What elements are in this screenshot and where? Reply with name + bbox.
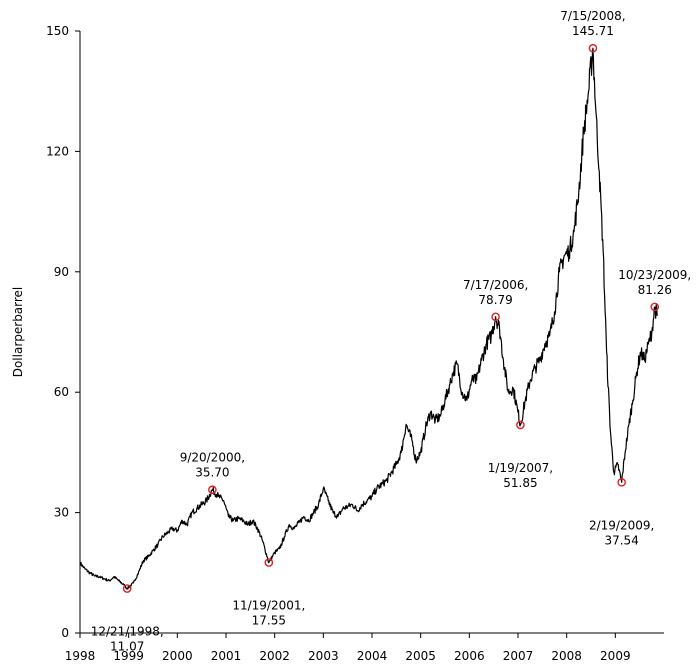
series-group [79,47,658,590]
y-tick-label: 150 [46,24,69,38]
tick-labels: 0 30 60 90 120 150 1998 1999 2000 2001 2002 2003 200… [46,24,631,663]
x-tick-label: 2004 [357,649,388,663]
annotations: 12/21/1998,11.07 9/20/2000,35.70 11/19/200… [91,9,692,653]
annotation-value: 11.07 [110,640,144,654]
annotation-date: 7/17/2006, [463,278,528,292]
annotation-date: 12/21/1998, [91,625,164,639]
x-tick-label: 2008 [551,649,582,663]
annotation-value: 78.79 [478,293,512,307]
extremum-marker [617,478,626,487]
axes [75,30,664,638]
annotation-date: 1/19/2007, [488,461,553,475]
x-tick-label: 2009 [600,649,631,663]
x-tick-label: 2005 [405,649,436,663]
y-tick-label: 120 [46,144,69,158]
extremum-marker [491,312,500,322]
extremum-marker [588,43,598,53]
y-tick-label: 30 [54,506,69,520]
x-tick-label: 2003 [308,649,339,663]
annotation-value: 51.85 [503,476,537,490]
y-tick-label: 60 [54,385,69,399]
x-tick-label: 2006 [454,649,485,663]
annotation-date: 9/20/2000, [180,451,245,465]
x-tick-label: 2000 [162,649,193,663]
extremum-marker [208,485,217,495]
annotation-date: 10/23/2009, [618,268,691,282]
y-axis-label: Dollarperbarrel [11,287,25,378]
y-tick-label: 0 [61,626,69,640]
annotation-date: 7/15/2008, [560,9,625,23]
x-tick-label: 2002 [259,649,290,663]
annotation-value: 35.70 [195,466,229,480]
annotation-value: 17.55 [252,614,286,628]
x-tick-label: 1999 [113,649,144,663]
annotation-value: 37.54 [604,533,638,547]
annotation-date: 11/19/2001, [232,599,305,613]
extremum-marker [264,558,274,567]
annotation-value: 145.71 [572,24,614,38]
x-tick-label: 2001 [211,649,242,663]
y-tick-label: 90 [54,265,69,279]
extremum-marker [650,302,660,312]
extremum-marker [122,584,132,593]
price-line [79,47,658,590]
annotation-value: 81.26 [638,283,672,297]
x-tick-label: 2007 [503,649,534,663]
x-tick-label: 1998 [65,649,96,663]
extremum-marker [516,420,525,430]
annotation-date: 2/19/2009, [589,518,654,532]
